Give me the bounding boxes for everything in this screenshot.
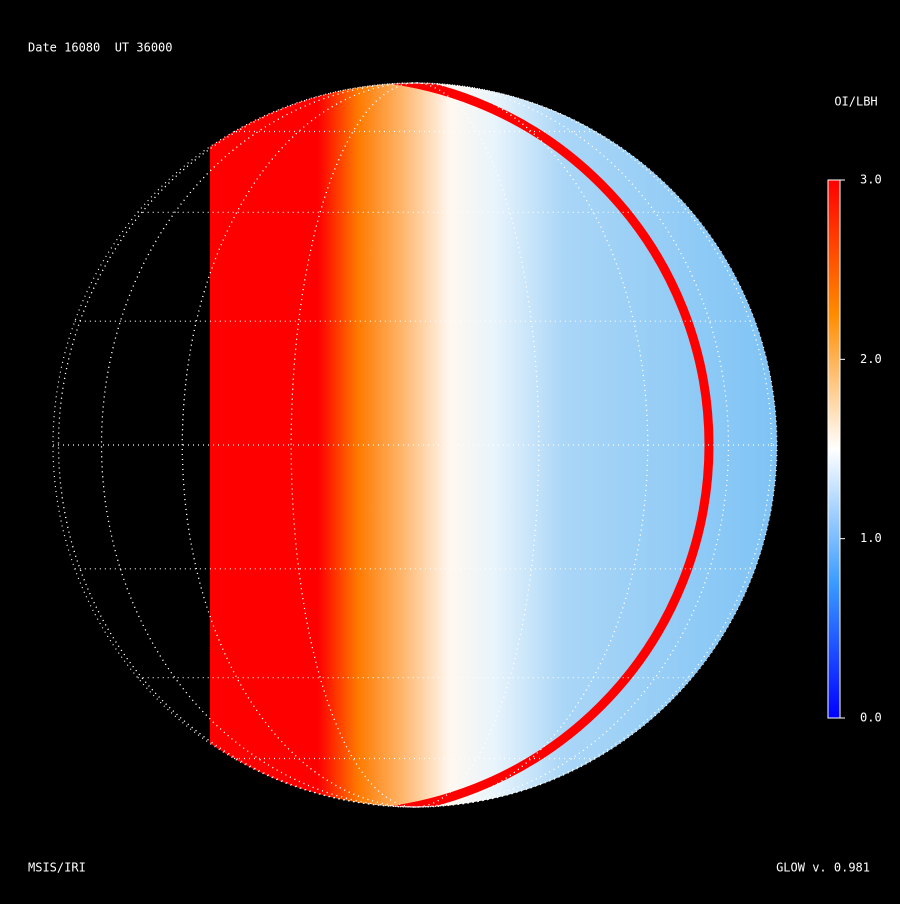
title: Date 16080 UT 36000 — [28, 41, 173, 55]
meridian — [290, 82, 540, 808]
colorbar — [827, 179, 841, 719]
globe — [210, 83, 777, 807]
graticule — [53, 82, 777, 808]
meridian — [181, 82, 649, 808]
tick-label: 2.0 — [860, 352, 882, 366]
colorbar-ticks: 0.0 1.0 2.0 3.0 — [840, 173, 882, 725]
meridian — [57, 82, 773, 808]
meridian — [100, 82, 730, 808]
tick-label: 1.0 — [860, 531, 882, 545]
tick-label: 3.0 — [860, 173, 882, 187]
tick-label: 0.0 — [860, 711, 882, 725]
dayside — [210, 83, 777, 807]
footer-left: MSIS/IRI — [28, 861, 86, 875]
footer-right: GLOW v. 0.981 — [776, 861, 870, 875]
colorbar-title: OI/LBH — [834, 95, 877, 109]
graticule — [52, 82, 778, 808]
